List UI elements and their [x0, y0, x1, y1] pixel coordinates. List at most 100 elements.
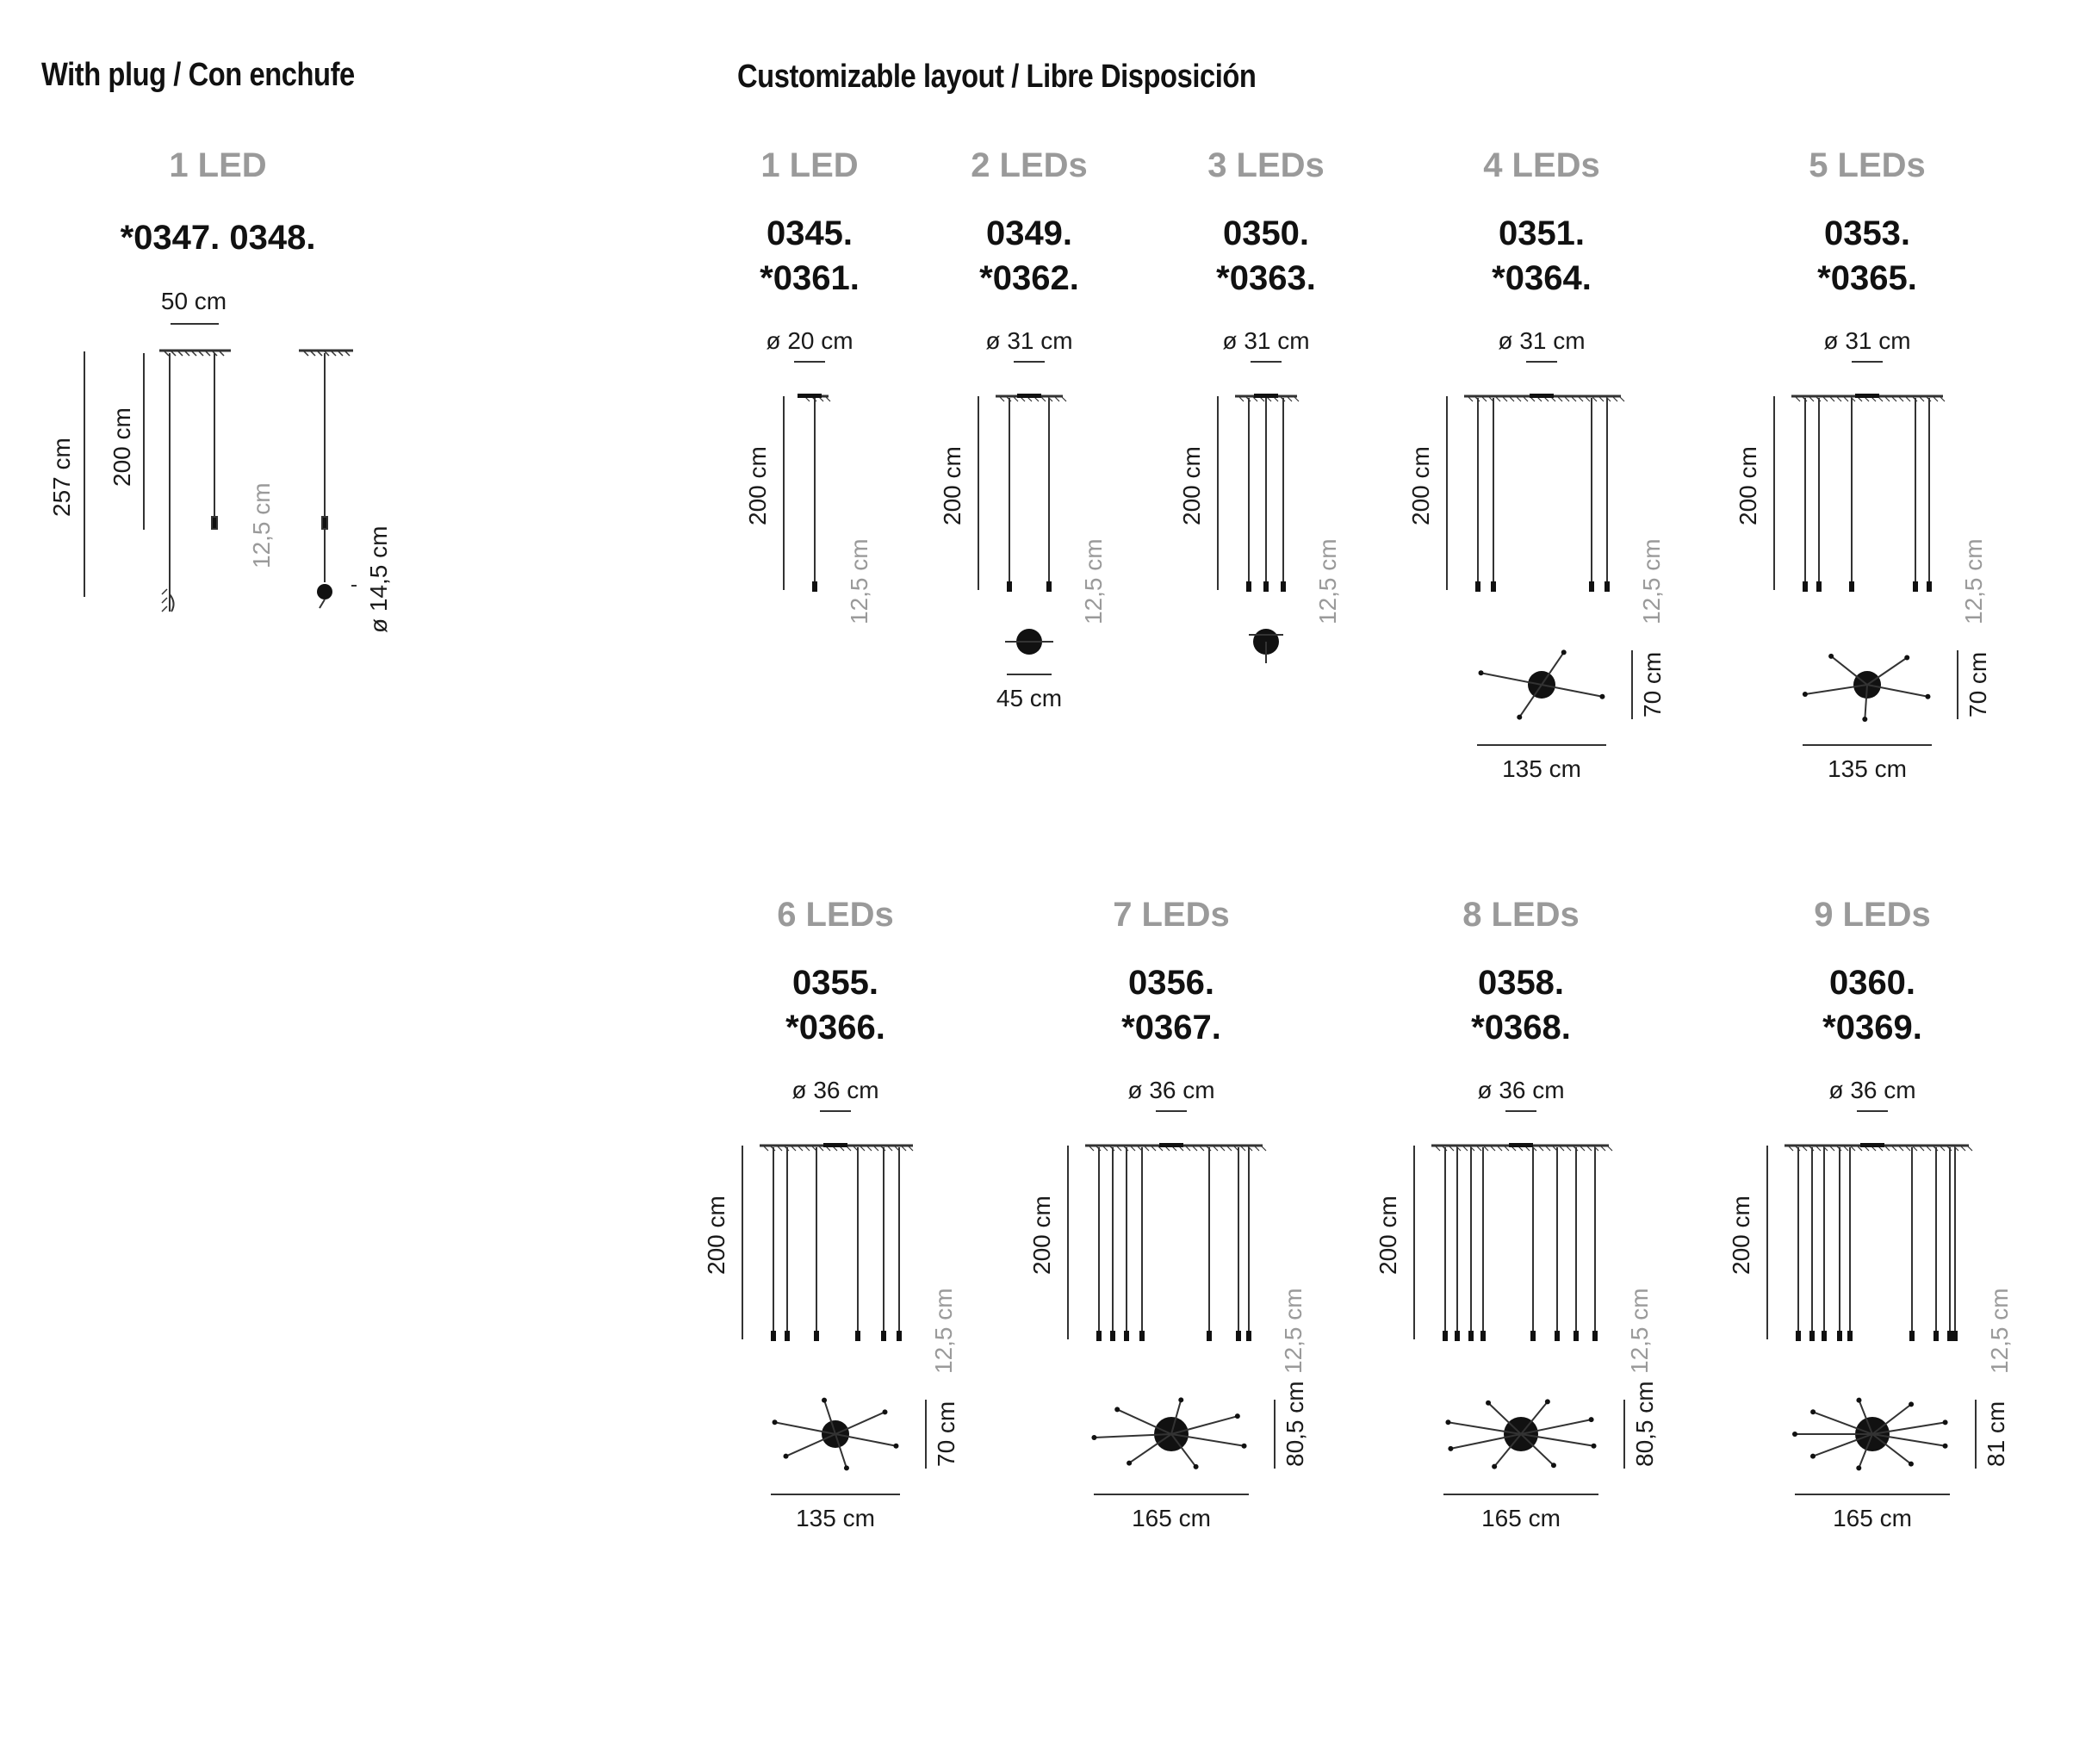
config-canopy-label: ø 31 cm: [985, 327, 1073, 354]
led-pendant: [1046, 581, 1052, 592]
config-codes: 0351. *0364.: [1492, 211, 1592, 301]
led-pendant: [1246, 581, 1251, 592]
led-arm: [1812, 1411, 1873, 1435]
config-code-primary: 0360.: [1828, 964, 1916, 1002]
config-code-primary: 0350.: [1222, 214, 1310, 252]
plug-led-count: 1 LED: [169, 146, 267, 184]
led-endpoint: [1909, 1401, 1915, 1407]
led-arm: [1830, 655, 1868, 686]
config-code-secondary: *0362.: [979, 259, 1079, 297]
config-canopy-label: ø 20 cm: [766, 327, 853, 354]
config-width-label: 165 cm: [1132, 1505, 1211, 1531]
config-code-secondary: *0368.: [1471, 1009, 1571, 1047]
config-code-secondary: *0365.: [1817, 259, 1917, 297]
led-endpoint: [1591, 1443, 1597, 1449]
led-endpoint: [1544, 1399, 1550, 1405]
config-canopy-label: ø 36 cm: [1828, 1077, 1916, 1103]
led-arm: [1541, 651, 1565, 686]
led-arm: [823, 1400, 836, 1435]
led-arm: [1170, 1433, 1197, 1468]
led-arm: [1871, 1433, 1946, 1447]
led-endpoint: [1599, 693, 1605, 699]
led-arm: [1448, 1421, 1522, 1435]
led-endpoint: [1792, 1431, 1797, 1437]
led-endpoint: [1550, 1463, 1556, 1469]
config-code-secondary: *0367.: [1121, 1009, 1221, 1047]
led-pendant: [785, 1331, 790, 1341]
led-pendant: [1530, 1331, 1536, 1341]
led-pendant: [1803, 581, 1808, 592]
led-arm: [1541, 684, 1603, 698]
led-arm: [1520, 1433, 1555, 1466]
led-endpoint: [882, 1409, 888, 1415]
led-pendant: [1849, 581, 1854, 592]
led-pendant: [1913, 581, 1918, 592]
led-pendant: [1236, 1331, 1241, 1341]
led-endpoint: [1445, 1419, 1451, 1425]
config-led-count: 5 LEDs: [1809, 146, 1926, 184]
config-canopy-label: ø 36 cm: [1127, 1077, 1215, 1103]
led-arm: [1871, 1403, 1912, 1435]
led-arm: [1864, 684, 1868, 720]
led-endpoint: [1234, 1413, 1240, 1419]
led-endpoint: [1486, 1400, 1492, 1406]
config-code-secondary: *0366.: [785, 1009, 885, 1047]
config-canopy-label: ø 31 cm: [1498, 327, 1586, 354]
led-pendant: [1589, 581, 1594, 592]
config-led-count: 4 LEDs: [1483, 146, 1600, 184]
plug-section-title: With plug / Con enchufe: [41, 57, 355, 93]
led-pendant: [1475, 581, 1480, 592]
led-arm: [785, 1433, 836, 1457]
led-endpoint: [1478, 670, 1484, 676]
config-width-label: 135 cm: [1828, 755, 1907, 782]
led-endpoint: [1517, 714, 1523, 720]
custom-section-title: Customizable layout / Libre Disposición: [737, 59, 1257, 95]
led-arm: [1871, 1433, 1912, 1465]
led-pendant: [881, 1331, 886, 1341]
led-pendant: [1207, 1331, 1212, 1341]
led-arm: [1128, 1433, 1172, 1464]
led-endpoint: [1802, 691, 1808, 697]
plug-codes: *0347. 0348.: [120, 219, 316, 257]
led-pendant: [1952, 1331, 1958, 1341]
config-code-primary: 0358.: [1477, 964, 1565, 1002]
led-pendant: [1605, 581, 1610, 592]
led-endpoint: [1810, 1453, 1816, 1459]
led-arm: [1480, 672, 1542, 686]
led-arm: [1487, 1402, 1522, 1435]
led-pendant: [1491, 581, 1496, 592]
config-codes: 0349. *0362.: [979, 211, 1079, 301]
config-codes: 0358. *0368.: [1471, 960, 1571, 1050]
config-code-primary: 0355.: [791, 964, 879, 1002]
led-arm: [1116, 1408, 1172, 1435]
led-endpoint: [1925, 693, 1931, 699]
led-pendant: [1816, 581, 1822, 592]
led-endpoint: [1193, 1463, 1199, 1469]
led-arm: [835, 1433, 897, 1447]
config-led-count: 7 LEDs: [1113, 896, 1230, 934]
led-endpoint: [783, 1453, 789, 1459]
led-arm: [1170, 1400, 1182, 1435]
config-led-count: 6 LEDs: [777, 896, 894, 934]
config-led-count: 9 LEDs: [1814, 896, 1931, 934]
config-width-label: 135 cm: [1502, 755, 1581, 782]
led-pendant: [1455, 1331, 1460, 1341]
led-endpoint: [1828, 653, 1834, 659]
led-pendant: [1574, 1331, 1579, 1341]
led-endpoint: [1908, 1461, 1914, 1467]
led-pendant: [1468, 1331, 1474, 1341]
led-arm: [1520, 1419, 1592, 1435]
led-arm: [1493, 1433, 1522, 1468]
config-drawing: [783, 361, 831, 592]
led-arm: [1170, 1433, 1245, 1447]
led-endpoint: [1942, 1443, 1948, 1449]
config-drawing: [1067, 1110, 1276, 1495]
led-endpoint: [1492, 1463, 1498, 1469]
config-drawing: [1217, 361, 1300, 663]
led-arm: [1866, 684, 1928, 698]
led-pendant: [897, 1331, 902, 1341]
config-canopy-label: ø 36 cm: [791, 1077, 879, 1103]
config-led-count: 1 LED: [760, 146, 859, 184]
config-drawing: [742, 1110, 927, 1495]
led-pendant: [1927, 581, 1932, 592]
